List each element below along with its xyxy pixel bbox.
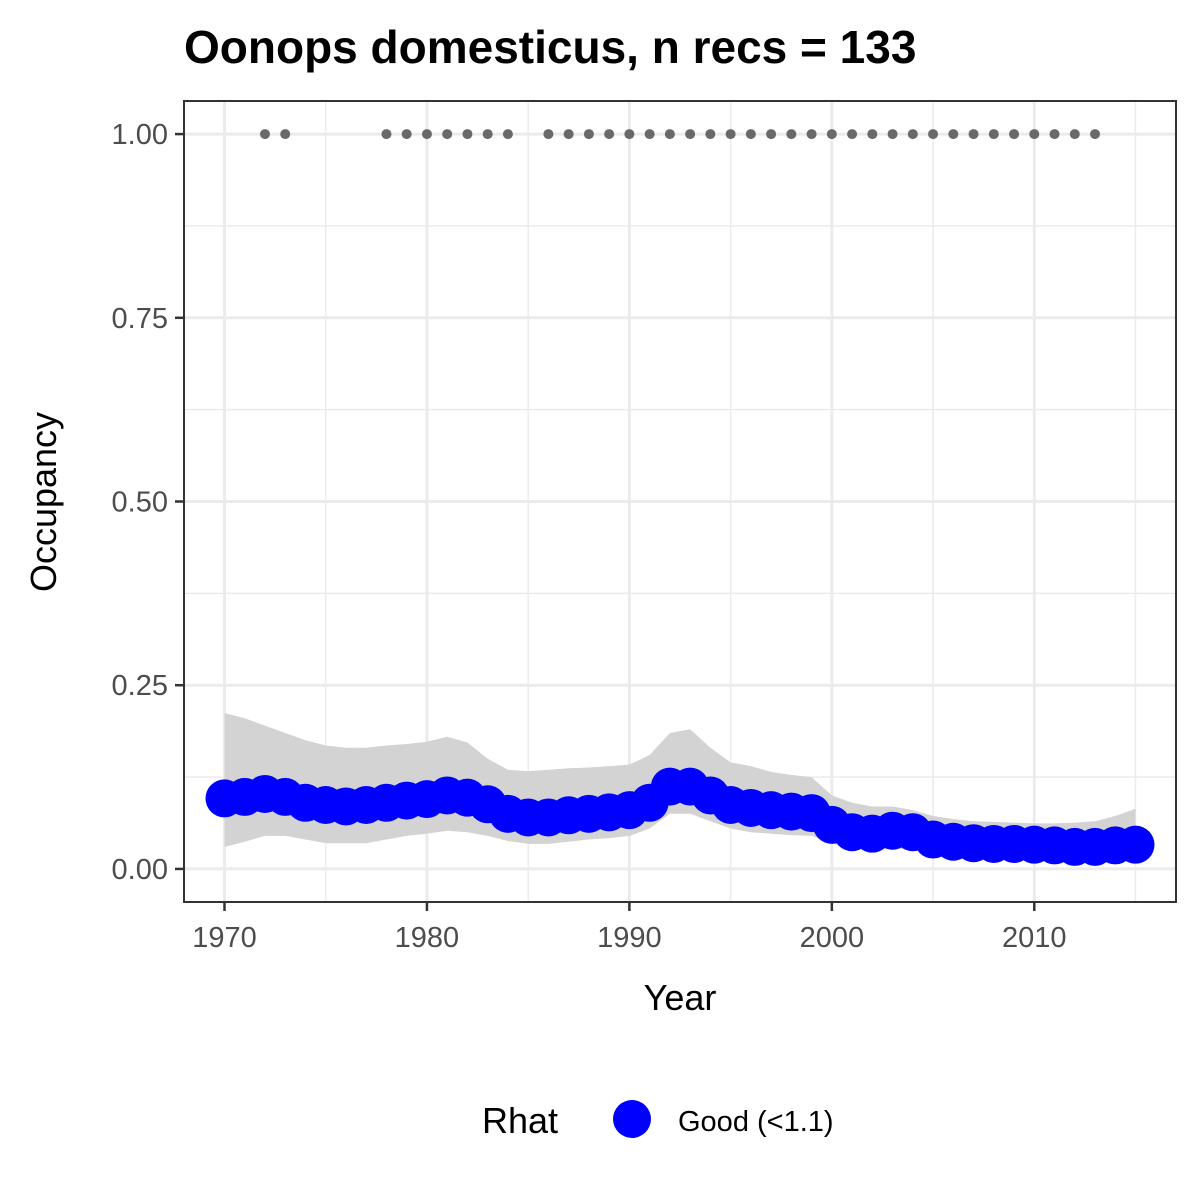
record-point <box>766 129 777 140</box>
x-axis-title: Year <box>644 977 717 1018</box>
record-point <box>644 129 655 140</box>
record-point <box>543 129 554 140</box>
record-point <box>624 129 635 140</box>
record-point <box>280 129 291 140</box>
legend-label-good: Good (<1.1) <box>678 1106 834 1138</box>
y-tick-label: 0.75 <box>112 303 168 335</box>
record-point <box>948 129 959 140</box>
legend-title: Rhat <box>482 1100 558 1141</box>
record-point <box>381 129 392 140</box>
y-axis-title: Occupancy <box>23 412 64 592</box>
record-points <box>259 129 1101 140</box>
record-point <box>826 129 837 140</box>
record-point <box>442 129 453 140</box>
record-point <box>1049 129 1060 140</box>
legend-key-good <box>613 1100 651 1138</box>
record-point <box>502 129 513 140</box>
x-tick-label: 1980 <box>395 922 460 954</box>
record-point <box>462 129 473 140</box>
x-tick-label: 1970 <box>192 922 257 954</box>
occupancy-point <box>1116 825 1155 864</box>
x-tick-label: 1990 <box>597 922 662 954</box>
legend: Rhat Good (<1.1) <box>482 1100 834 1141</box>
x-tick-label: 2000 <box>800 922 865 954</box>
record-point <box>745 129 756 140</box>
record-point <box>482 129 493 140</box>
y-tick-label: 0.00 <box>112 854 168 886</box>
record-point <box>928 129 939 140</box>
record-point <box>786 129 797 140</box>
record-point <box>685 129 696 140</box>
record-point <box>401 129 412 140</box>
record-point <box>421 129 432 140</box>
record-point <box>259 129 270 140</box>
record-point <box>725 129 736 140</box>
record-point <box>1090 129 1101 140</box>
record-point <box>1009 129 1020 140</box>
x-tick-label: 2010 <box>1002 922 1067 954</box>
record-point <box>563 129 574 140</box>
y-tick-label: 0.25 <box>112 670 168 702</box>
record-point <box>847 129 858 140</box>
record-point <box>907 129 918 140</box>
record-point <box>806 129 817 140</box>
record-point <box>887 129 898 140</box>
record-point <box>664 129 675 140</box>
y-tick-label: 0.50 <box>112 487 168 519</box>
record-point <box>705 129 716 140</box>
record-point <box>1029 129 1040 140</box>
chart-title: Oonops domesticus, n recs = 133 <box>184 21 916 73</box>
record-point <box>1069 129 1080 140</box>
record-point <box>604 129 615 140</box>
record-point <box>867 129 878 140</box>
axes: 0.00 0.25 0.50 0.75 1.00 1970 1980 1990 2000 2010 <box>112 119 1067 954</box>
record-point <box>583 129 594 140</box>
record-point <box>968 129 979 140</box>
record-point <box>988 129 999 140</box>
occupancy-series <box>205 767 1155 866</box>
y-tick-label: 1.00 <box>112 119 168 151</box>
